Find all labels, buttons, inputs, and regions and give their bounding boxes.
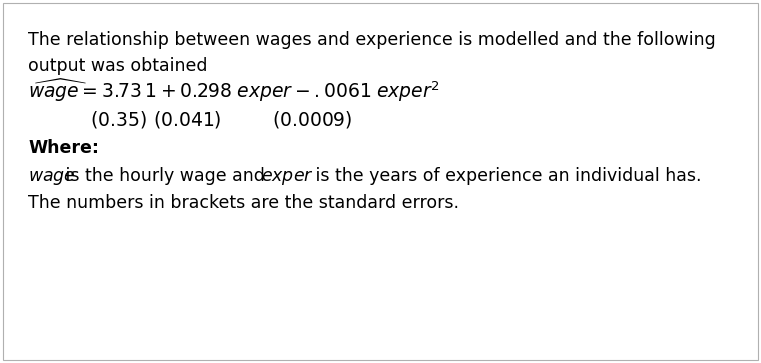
Text: $\mathit{wage}$: $\mathit{wage}$: [28, 169, 76, 187]
Text: Where:: Where:: [28, 139, 99, 157]
Text: $\mathit{exper}$: $\mathit{exper}$: [261, 168, 314, 187]
Text: is the hourly wage and: is the hourly wage and: [60, 167, 270, 185]
Text: The relationship between wages and experience is modelled and the following: The relationship between wages and exper…: [28, 31, 716, 49]
Text: $\widehat{\mathit{wage}} = 3.73\,1 + 0.298\;\mathit{exper} - .0061\;\mathit{expe: $\widehat{\mathit{wage}} = 3.73\,1 + 0.2…: [28, 77, 440, 104]
Text: $(0.041)$: $(0.041)$: [153, 109, 221, 130]
Text: The numbers in brackets are the standard errors.: The numbers in brackets are the standard…: [28, 194, 459, 212]
Text: $(0.0009)$: $(0.0009)$: [272, 109, 352, 130]
Text: is the years of experience an individual has.: is the years of experience an individual…: [310, 167, 702, 185]
Text: output was obtained: output was obtained: [28, 57, 208, 75]
Text: $(0.35)$: $(0.35)$: [90, 109, 147, 130]
